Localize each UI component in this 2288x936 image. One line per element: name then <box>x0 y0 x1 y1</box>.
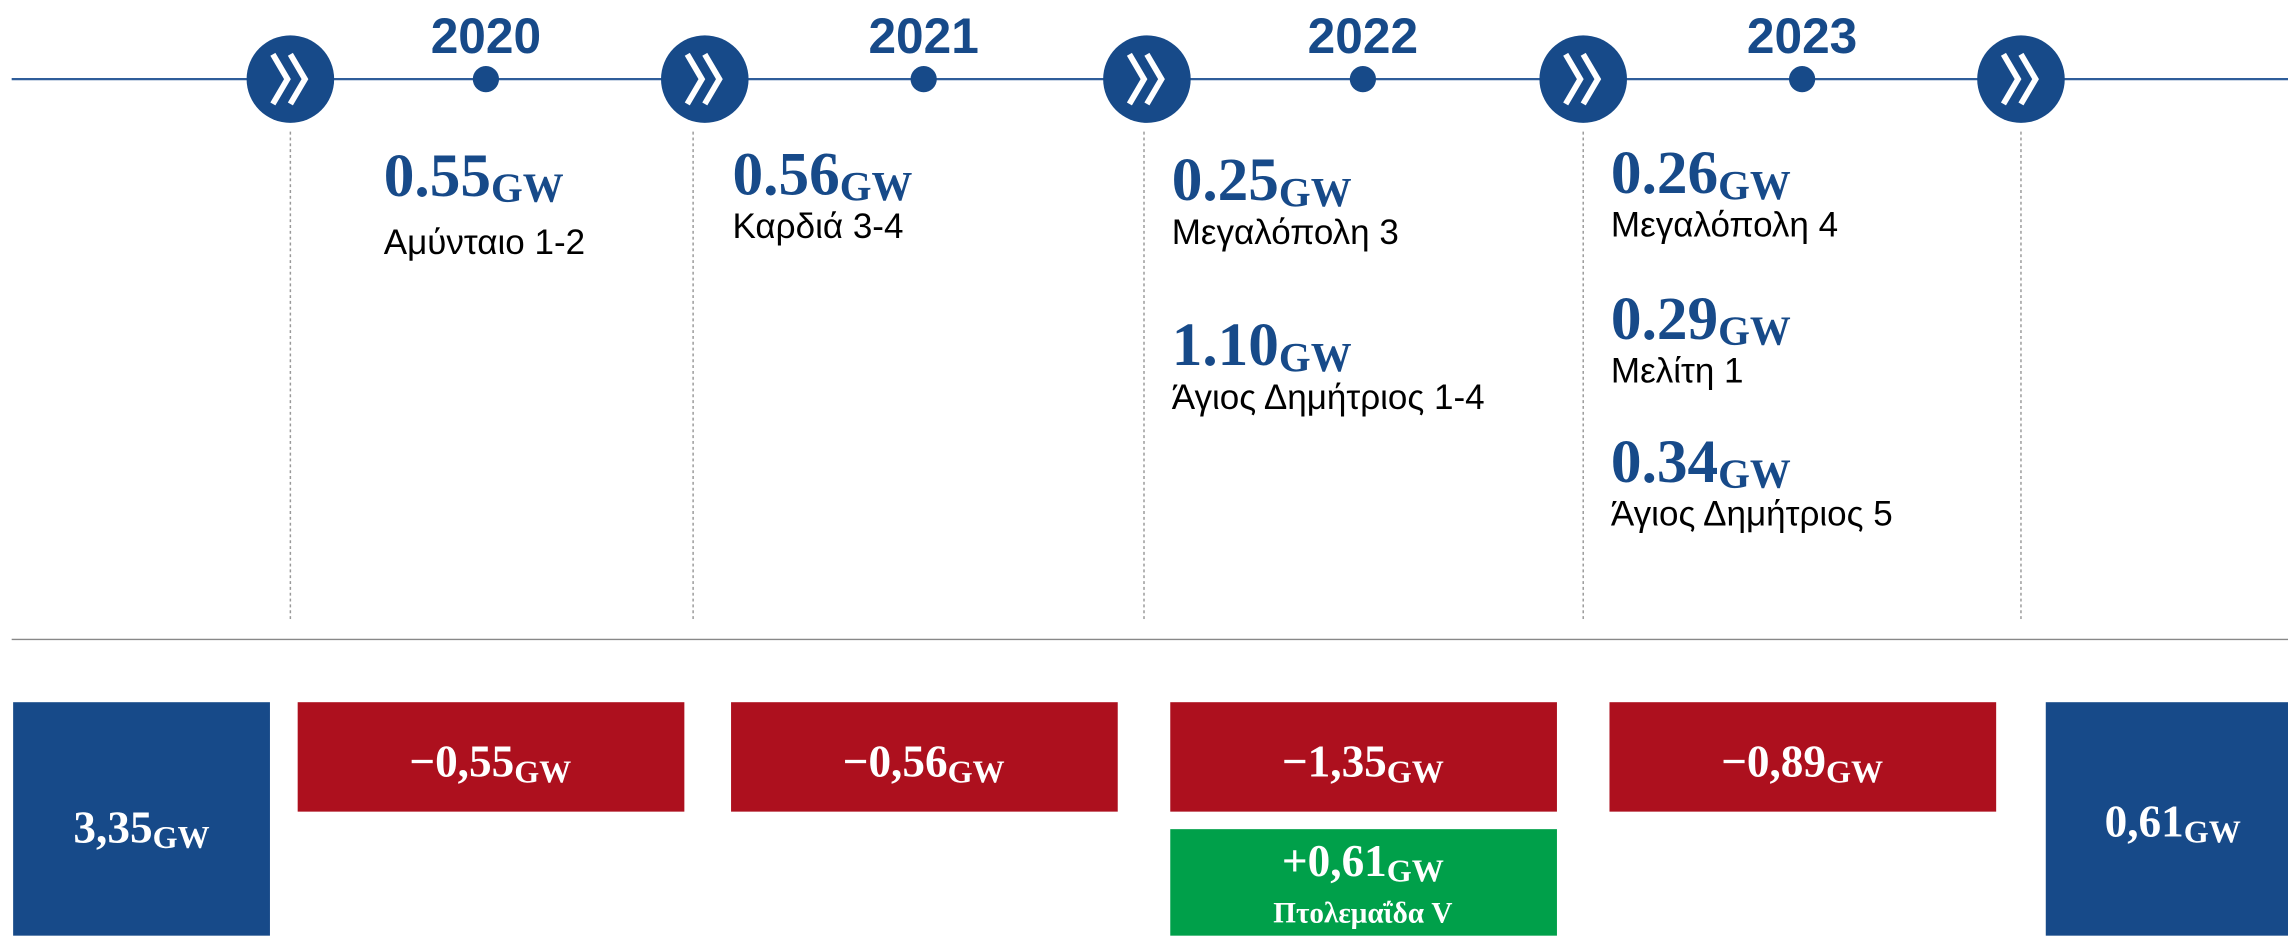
end-value: 0,61GW <box>2105 796 2241 849</box>
reduction-box <box>731 702 1118 812</box>
reduction-box <box>1170 702 1557 812</box>
reduction-value-unit: GW <box>514 753 571 789</box>
reduction-value-unit: GW <box>1387 753 1444 789</box>
chevron-icon <box>270 52 309 106</box>
year-label: 2023 <box>1747 8 1857 64</box>
reduction-value-value: −0,89 <box>1721 737 1826 787</box>
reduction-value: −0,56GW <box>843 737 1005 790</box>
unit-capacity-unit: GW <box>1279 335 1352 380</box>
addition-value-value: +0,61 <box>1282 836 1387 886</box>
end-value-value: 0,61 <box>2105 796 2184 846</box>
chevron-icon <box>1563 52 1602 106</box>
reduction-value: −1,35GW <box>1282 737 1444 790</box>
year-label: 2021 <box>868 8 978 64</box>
reduction-value-value: −0,56 <box>843 737 948 787</box>
unit-capacity-unit: GW <box>1718 309 1791 354</box>
unit-capacity: 0.56GW <box>733 140 913 209</box>
year-label: 2022 <box>1308 8 1418 64</box>
unit-capacity-value: 0.34 <box>1611 428 1718 496</box>
unit-capacity-value: 0.55 <box>384 142 491 210</box>
unit-capacity-unit: GW <box>1718 452 1791 497</box>
start-box <box>13 702 270 936</box>
unit-capacity: 0.34GW <box>1611 428 1791 497</box>
year-dot <box>910 65 937 93</box>
addition-value: +0,61GW <box>1282 836 1444 889</box>
unit-name: Αμύνταιο 1-2 <box>384 223 585 262</box>
unit-name: Μεγαλόπολη 4 <box>1611 206 1838 245</box>
chevron-icon <box>1126 52 1165 106</box>
unit-capacity: 0.29GW <box>1611 285 1791 354</box>
reduction-value-value: −0,55 <box>409 737 514 787</box>
unit-capacity: 0.25GW <box>1172 146 1352 215</box>
end-value-unit: GW <box>2184 813 2241 849</box>
unit-capacity: 1.10GW <box>1172 311 1352 380</box>
year-dot <box>472 65 500 93</box>
unit-name: Μεγαλόπολη 3 <box>1172 213 1399 252</box>
year-dot <box>1349 65 1377 93</box>
end-box <box>2045 702 2288 936</box>
year-dot <box>1788 65 1816 93</box>
reduction-box <box>297 702 685 812</box>
unit-capacity-value: 0.56 <box>733 140 840 208</box>
unit-capacity: 0.55GW <box>384 142 564 211</box>
start-value-unit: GW <box>153 819 210 855</box>
reduction-box <box>1609 702 1997 812</box>
start-value: 3,35GW <box>73 802 209 855</box>
unit-capacity-value: 0.26 <box>1611 139 1718 207</box>
unit-capacity: 0.26GW <box>1611 139 1791 208</box>
unit-name: Άγιος Δημήτριος 1-4 <box>1172 378 1485 417</box>
reduction-value: −0,89GW <box>1721 737 1883 790</box>
reduction-value-value: −1,35 <box>1282 737 1387 787</box>
start-value-value: 3,35 <box>73 802 152 852</box>
addition-value-unit: GW <box>1387 853 1444 889</box>
year-label: 2020 <box>431 8 541 64</box>
chevron-icon <box>684 52 723 106</box>
addition-name: Πτολεμαΐδα V <box>1273 898 1452 930</box>
unit-name: Άγιος Δημήτριος 5 <box>1611 495 1893 534</box>
unit-capacity-unit: GW <box>491 166 564 211</box>
unit-name: Μελίτη 1 <box>1611 352 1744 391</box>
unit-name: Καρδιά 3-4 <box>733 207 904 246</box>
reduction-value-unit: GW <box>948 753 1005 789</box>
unit-capacity-unit: GW <box>1718 163 1791 208</box>
addition-box <box>1170 829 1557 936</box>
reduction-value-unit: GW <box>1826 753 1883 789</box>
unit-capacity-unit: GW <box>840 164 913 209</box>
unit-capacity-value: 0.29 <box>1611 285 1718 353</box>
unit-capacity-unit: GW <box>1279 170 1352 215</box>
unit-capacity-value: 1.10 <box>1172 311 1279 379</box>
chevron-icon <box>2000 52 2039 106</box>
reduction-value: −0,55GW <box>409 737 571 790</box>
unit-capacity-value: 0.25 <box>1172 146 1279 214</box>
